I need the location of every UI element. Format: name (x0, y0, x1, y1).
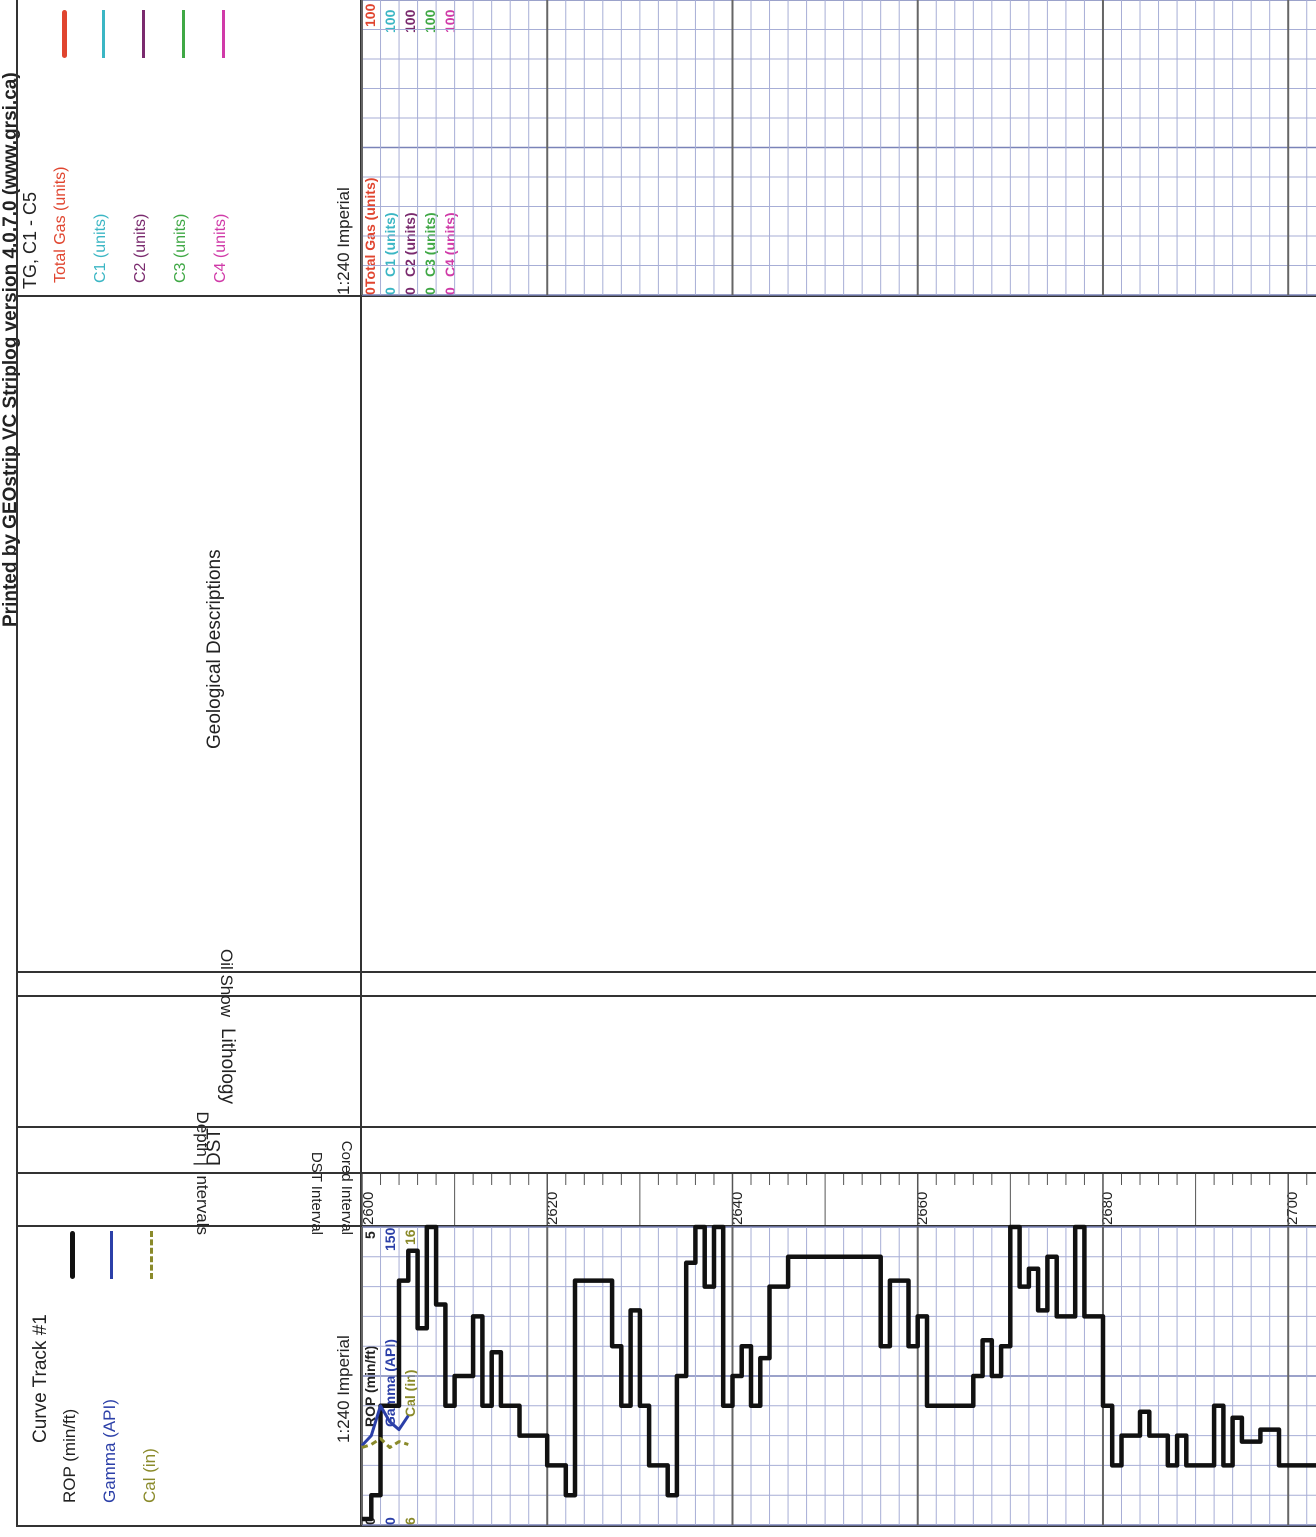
rop-curve (362, 1224, 1316, 1522)
gamma-curve (360, 1404, 410, 1447)
